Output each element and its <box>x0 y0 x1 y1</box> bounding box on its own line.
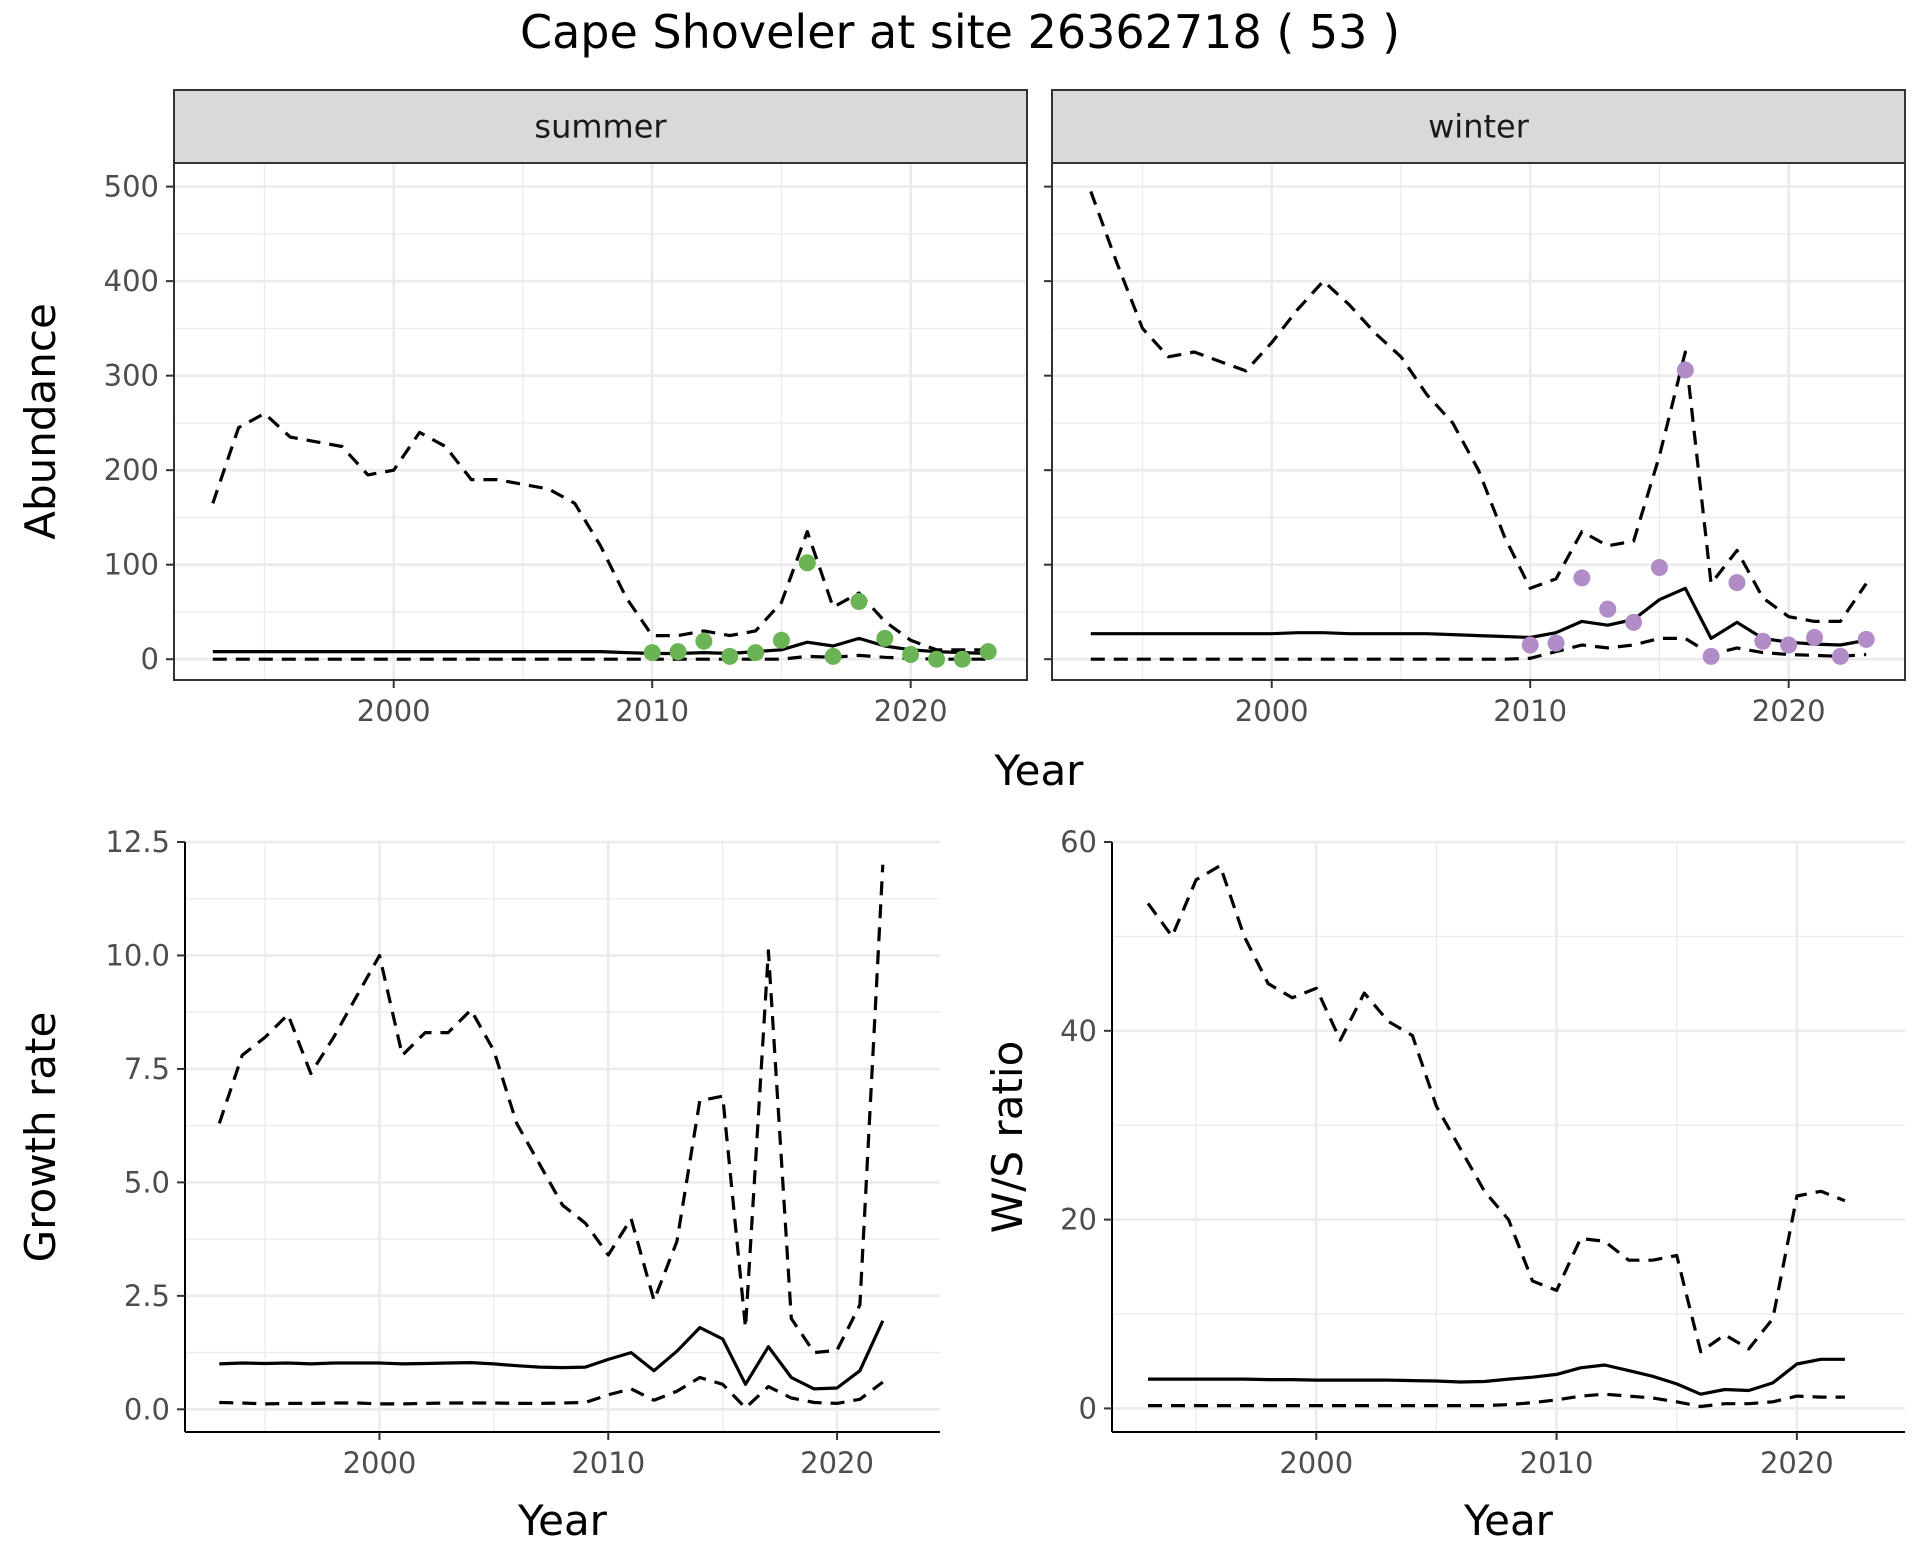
y-tick-label: 100 <box>104 548 159 582</box>
y-axis-label: W/S ratio <box>983 1041 1032 1234</box>
series-line-upper <box>1089 190 1868 623</box>
x-axis-label: Year <box>517 1496 608 1545</box>
panel-border <box>173 162 1028 681</box>
x-axis-label: Year <box>1463 1496 1554 1545</box>
y-axis-label: Growth rate <box>16 1012 65 1263</box>
x-tick-label: 2020 <box>874 694 948 728</box>
x-tick-label: 2000 <box>1235 694 1309 728</box>
data-point <box>669 643 687 661</box>
y-axis-label: Abundance <box>16 303 65 540</box>
data-point <box>953 650 971 668</box>
panel-abundance_winter: winter 2000 2010 2020 <box>1044 89 1906 728</box>
series-line-lower <box>1148 1392 1845 1409</box>
x-tick-label: 2010 <box>1493 694 1567 728</box>
data-point <box>1599 600 1617 618</box>
data-point <box>1728 574 1746 592</box>
x-tick-label: 2020 <box>1760 1446 1834 1480</box>
data-point <box>1650 559 1668 577</box>
series-line-estimate <box>219 1320 885 1391</box>
y-tick-label: 20 <box>1060 1203 1097 1237</box>
series-line-lower <box>212 653 989 661</box>
y-tick-label: 0 <box>1079 1391 1097 1425</box>
data-point <box>798 554 816 572</box>
data-point <box>1547 634 1565 652</box>
series-line-estimate <box>212 636 989 656</box>
data-point <box>747 644 765 662</box>
data-point <box>772 631 790 649</box>
data-point <box>1676 361 1694 379</box>
data-point <box>1831 647 1849 665</box>
data-point <box>876 629 894 647</box>
data-point <box>695 632 713 650</box>
x-tick-label: 2000 <box>343 1446 417 1480</box>
x-tick-label: 2000 <box>1279 1446 1353 1480</box>
facet-strip <box>1051 89 1906 164</box>
y-tick-label: 40 <box>1060 1014 1097 1048</box>
series-line-upper <box>211 411 989 652</box>
figure-title: Cape Shoveler at site 26362718 ( 53 ) <box>520 5 1400 59</box>
data-point <box>1625 613 1643 631</box>
data-point <box>1780 636 1798 654</box>
data-point <box>1573 569 1591 587</box>
x-tick-label: 2010 <box>615 694 689 728</box>
data-point <box>721 647 739 665</box>
x-tick-label: 2010 <box>571 1446 645 1480</box>
y-tick-label: 0 <box>141 642 159 676</box>
data-point <box>902 645 920 663</box>
data-point <box>1521 636 1539 654</box>
y-tick-label: 300 <box>104 359 159 393</box>
x-tick-label: 2020 <box>1752 694 1826 728</box>
facet-strip-label: summer <box>534 108 667 146</box>
y-tick-label: 5.0 <box>124 1165 170 1199</box>
x-tick-label: 2000 <box>357 694 431 728</box>
data-point <box>850 593 868 611</box>
panel-ws_ratio: 2000 2010 2020 0 20 40 60 W/S ratio Year <box>983 825 1905 1545</box>
y-tick-label: 7.5 <box>124 1052 170 1086</box>
data-point <box>979 643 997 661</box>
series-line-upper <box>1146 864 1846 1354</box>
y-tick-label: 0.0 <box>124 1392 170 1426</box>
x-axis-label-abundance: Year <box>994 746 1085 795</box>
facet-strip-label: winter <box>1428 108 1530 146</box>
x-tick-label: 2020 <box>800 1446 874 1480</box>
x-tick-label: 2010 <box>1520 1446 1594 1480</box>
series-line-estimate <box>1090 586 1867 647</box>
facet-strip <box>173 89 1028 164</box>
data-point <box>824 647 842 665</box>
y-tick-label: 200 <box>104 453 159 487</box>
y-tick-label: 2.5 <box>124 1279 170 1313</box>
y-tick-label: 400 <box>104 264 159 298</box>
panel-growth_rate: 2000 2010 2020 0.0 2.5 5.0 7.5 10.0 12.5 Growth r… <box>16 825 940 1545</box>
data-point <box>643 644 661 662</box>
data-point <box>1702 647 1720 665</box>
data-point <box>1857 630 1875 648</box>
series-line-lower <box>1090 636 1867 661</box>
series-line-lower <box>219 1375 884 1410</box>
data-point <box>1754 632 1772 650</box>
y-tick-label: 10.0 <box>105 938 170 972</box>
y-tick-label: 12.5 <box>105 825 170 859</box>
panel-border <box>1051 162 1906 681</box>
y-tick-label: 60 <box>1060 825 1097 859</box>
y-tick-label: 500 <box>104 170 159 204</box>
panel-abundance_summer: summer 2000 2010 2020 0 100 200 300 400 500 Abunda… <box>16 89 1028 728</box>
series-line-estimate <box>1148 1357 1845 1396</box>
series-line-upper <box>217 864 885 1355</box>
data-point <box>928 650 946 668</box>
data-point <box>1806 628 1824 646</box>
